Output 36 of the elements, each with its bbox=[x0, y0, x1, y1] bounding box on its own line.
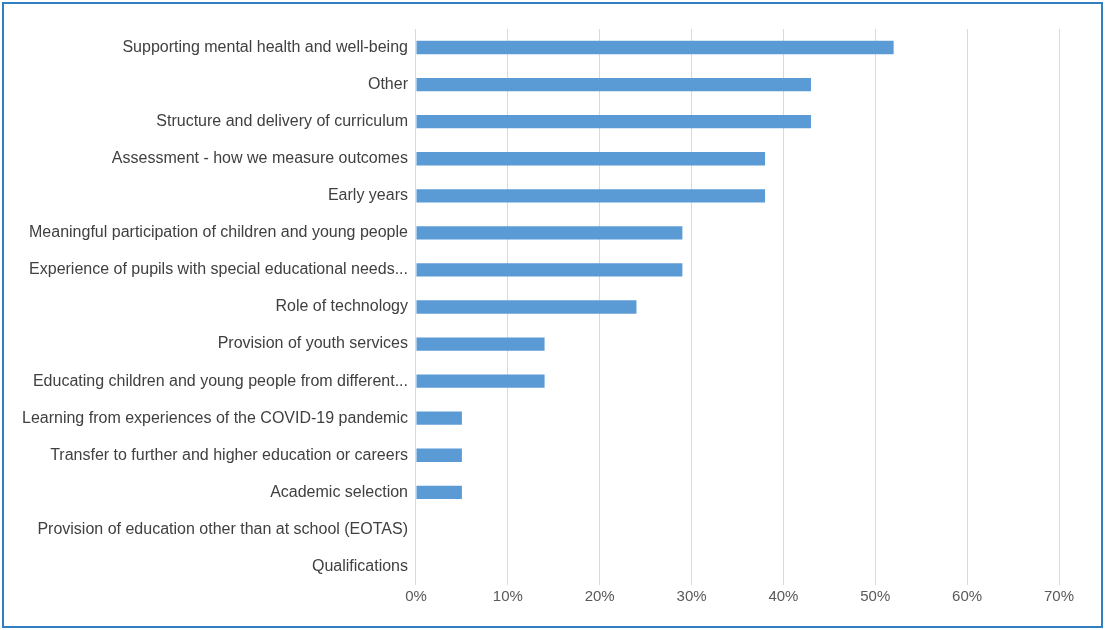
y-tick-label: Learning from experiences of the COVID-19 pandemic bbox=[21, 408, 408, 426]
bar bbox=[416, 40, 894, 55]
x-tick-label: 30% bbox=[676, 587, 707, 605]
bar bbox=[416, 189, 766, 203]
x-tick-label: 40% bbox=[768, 587, 799, 605]
bar bbox=[416, 448, 462, 462]
y-tick-label: Academic selection bbox=[270, 482, 408, 500]
y-tick-label: Experience of pupils with special educational needs... bbox=[29, 260, 408, 278]
x-tick-label: 20% bbox=[584, 587, 615, 605]
x-tick-label: 60% bbox=[952, 587, 983, 605]
y-tick-label: Structure and delivery of curriculum bbox=[156, 112, 408, 130]
bar bbox=[416, 226, 683, 240]
bar bbox=[416, 374, 545, 388]
x-tick-label: 10% bbox=[492, 587, 523, 605]
bar bbox=[416, 77, 811, 92]
y-tick-label: Role of technology bbox=[275, 297, 408, 315]
y-tick-label: Transfer to further and higher education or careers bbox=[50, 445, 408, 463]
y-tick-label: Assessment - how we measure outcomes bbox=[111, 149, 408, 167]
bar bbox=[416, 300, 637, 314]
y-tick-label: Qualifications bbox=[311, 556, 408, 574]
x-tick-label: 70% bbox=[1043, 587, 1075, 605]
y-tick-label: Supporting mental health and well-being bbox=[122, 37, 408, 55]
bar bbox=[416, 411, 462, 425]
x-tick-label: 50% bbox=[860, 587, 891, 605]
x-tick-label: 0% bbox=[405, 587, 427, 605]
y-tick-label: Other bbox=[367, 75, 409, 93]
bar bbox=[416, 115, 811, 129]
bar bbox=[416, 485, 462, 500]
y-tick-label: Provision of education other than at school (EOTAS) bbox=[37, 519, 408, 537]
y-tick-label: Educating children and young people from different... bbox=[32, 371, 408, 389]
bar bbox=[416, 152, 766, 166]
bar bbox=[416, 337, 545, 351]
y-tick-label: Meaningful participation of children and young people bbox=[29, 223, 409, 241]
y-tick-label: Provision of youth services bbox=[217, 334, 408, 352]
bar bbox=[416, 263, 683, 277]
y-tick-label: Early years bbox=[327, 186, 408, 204]
